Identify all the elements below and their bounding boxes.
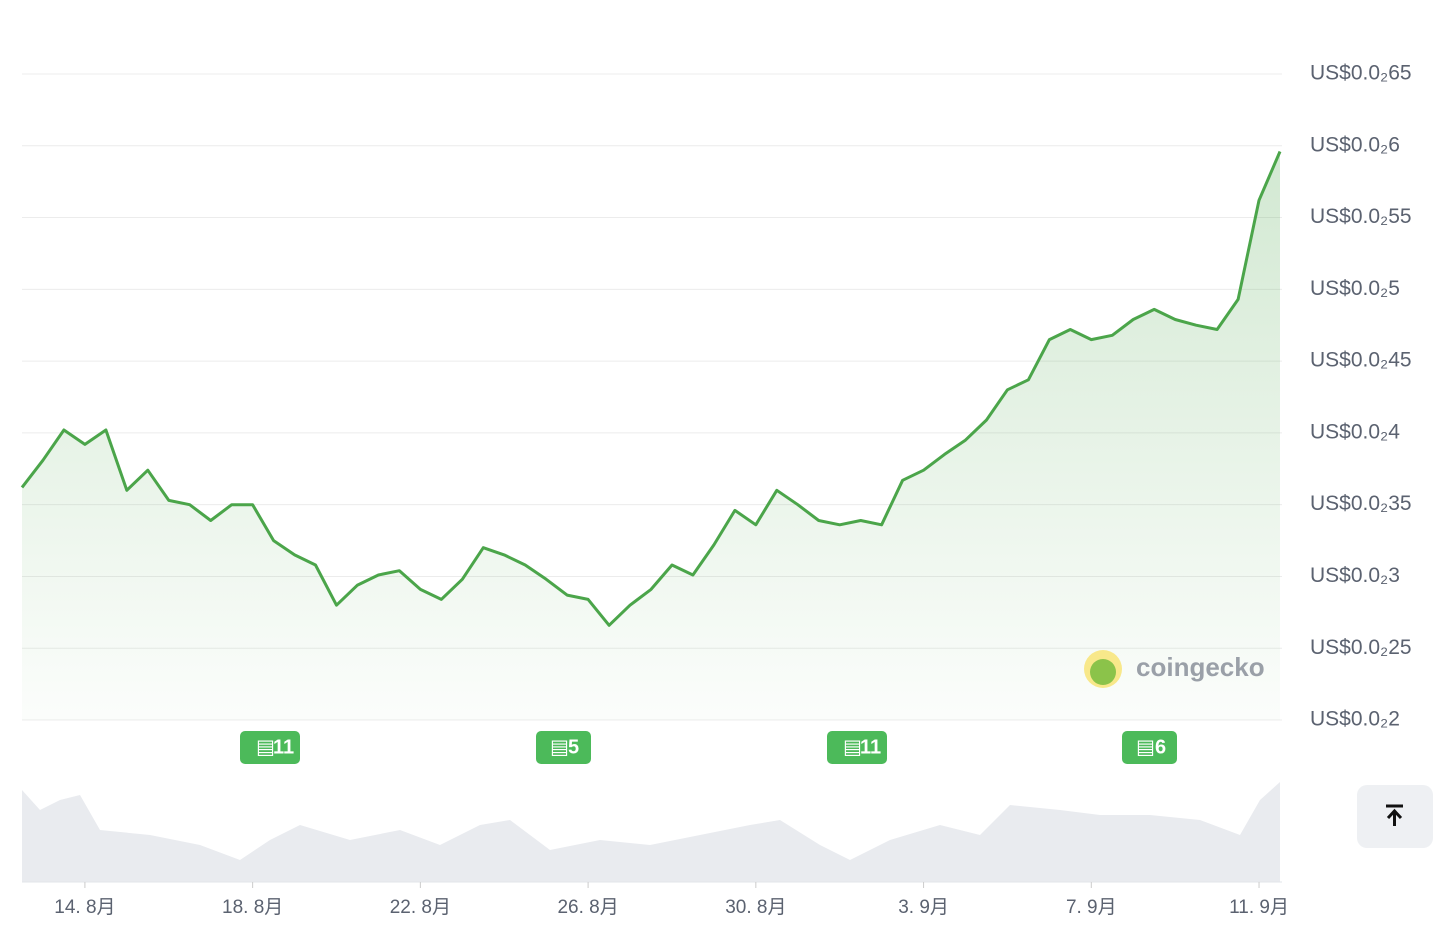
y-tick-label: US$0.0₂3 xyxy=(1310,564,1400,587)
y-tick-label: US$0.0₂6 xyxy=(1310,133,1400,156)
x-tick-label: 26. 8月 xyxy=(557,897,618,918)
x-tick-label: 18. 8月 xyxy=(222,897,283,918)
y-tick-label: US$0.0₂45 xyxy=(1310,349,1412,372)
x-tick-label: 22. 8月 xyxy=(390,897,451,918)
svg-text:▤: ▤ xyxy=(550,736,569,758)
y-tick-label: US$0.0₂2 xyxy=(1310,708,1400,731)
x-tick-label: 3. 9月 xyxy=(898,897,949,918)
y-tick-label: US$0.0₂25 xyxy=(1310,636,1412,659)
y-tick-label: US$0.0₂55 xyxy=(1310,205,1412,228)
news-count: 5 xyxy=(568,736,579,758)
watermark-text: coingecko xyxy=(1136,652,1265,682)
news-badge[interactable]: ▤ 5 xyxy=(536,731,591,764)
news-count: 11 xyxy=(860,736,881,758)
y-tick-label: US$0.0₂5 xyxy=(1310,277,1400,300)
svg-text:▤: ▤ xyxy=(1136,736,1155,758)
x-tick-label: 11. 9月 xyxy=(1229,897,1289,918)
x-tick-label: 30. 8月 xyxy=(725,897,786,918)
news-count: 6 xyxy=(1155,736,1166,758)
news-count: 11 xyxy=(273,736,294,758)
x-tick-label: 14. 8月 xyxy=(54,897,115,918)
scroll-top-button[interactable] xyxy=(1357,785,1433,848)
svg-text:▤: ▤ xyxy=(843,736,862,758)
news-badge[interactable]: ▤ 6 xyxy=(1122,731,1177,764)
y-tick-label: US$0.0₂65 xyxy=(1310,62,1412,85)
svg-text:▤: ▤ xyxy=(256,736,275,758)
news-badge[interactable]: ▤ 11 xyxy=(240,731,300,764)
volume-area xyxy=(22,782,1280,882)
price-area xyxy=(22,151,1280,720)
y-tick-label: US$0.0₂4 xyxy=(1310,420,1400,443)
watermark: coingecko xyxy=(1084,650,1265,688)
news-badge[interactable]: ▤ 11 xyxy=(827,731,887,764)
y-tick-label: US$0.0₂35 xyxy=(1310,492,1412,515)
x-tick-label: 7. 9月 xyxy=(1066,897,1117,918)
price-line xyxy=(20,150,1282,627)
